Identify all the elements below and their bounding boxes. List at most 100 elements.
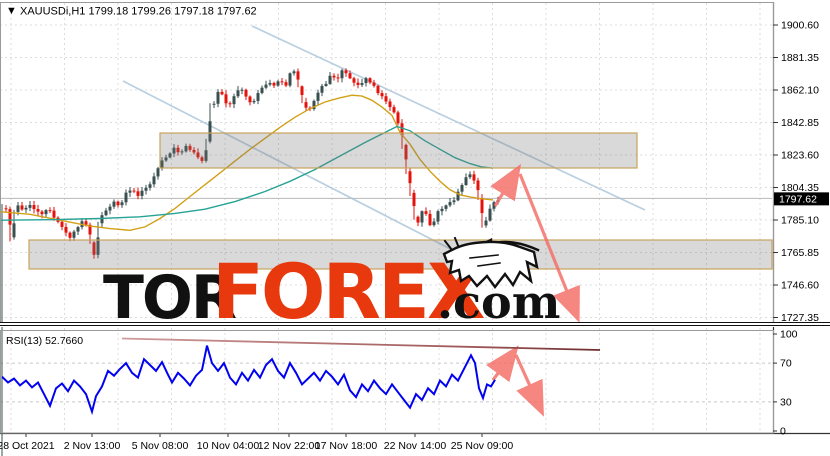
price-axis-label: 1785.10 <box>781 215 819 227</box>
candle <box>100 215 104 224</box>
rsi-down-arrow[interactable] <box>514 354 544 417</box>
candle <box>260 87 264 94</box>
candle <box>416 216 420 223</box>
time-axis-label: 28 Oct 2021 <box>0 440 55 452</box>
candle <box>328 75 332 84</box>
time-axis-label: 12 Nov 22:00 <box>258 440 321 452</box>
candle <box>184 145 188 152</box>
panel-divider[interactable] <box>0 322 830 327</box>
price-down-arrow[interactable] <box>518 173 580 323</box>
current-price-badge <box>774 192 829 206</box>
candle <box>292 71 296 74</box>
candle <box>268 82 272 85</box>
price-axis-label: 1746.60 <box>781 280 819 292</box>
watermark-forex: FOREX <box>212 247 485 336</box>
candle <box>160 160 164 169</box>
candle <box>132 190 136 192</box>
candle <box>216 91 220 104</box>
candle <box>232 96 236 105</box>
rsi-label: RSI(13) 52.7660 <box>6 335 83 347</box>
candle <box>92 242 96 255</box>
time-axis-label: 22 Nov 14:00 <box>384 440 447 452</box>
candle <box>480 197 484 214</box>
candle <box>368 78 372 83</box>
rsi-axis-label: 30 <box>780 396 792 408</box>
candle <box>344 70 348 74</box>
time-axis-label: 2 Nov 13:00 <box>64 440 121 452</box>
candle <box>36 209 40 212</box>
price-axis-label: 1881.35 <box>781 52 819 64</box>
candle <box>140 190 144 196</box>
upper-channel-line[interactable] <box>251 25 646 211</box>
candle <box>324 83 328 86</box>
candle <box>408 171 412 184</box>
candle <box>128 190 132 193</box>
lower-channel-line[interactable] <box>122 80 506 278</box>
candle <box>76 227 80 232</box>
candle <box>284 82 288 86</box>
candle <box>392 107 396 113</box>
candle <box>332 75 336 78</box>
rsi-axis-label: 70 <box>780 358 792 370</box>
candle <box>228 103 232 105</box>
candle <box>60 221 64 227</box>
candle <box>112 201 116 207</box>
price-axis-label: 1765.85 <box>781 247 819 259</box>
candle <box>104 210 108 216</box>
rsi-line <box>1 345 496 416</box>
candle <box>448 202 452 206</box>
resistance-zone[interactable] <box>159 132 638 169</box>
time-axis-label: 17 Nov 18:00 <box>315 440 378 452</box>
candle <box>400 123 404 136</box>
candle <box>68 232 72 238</box>
rsi-axis-label: 100 <box>780 329 798 341</box>
candle <box>312 100 316 110</box>
support-zone[interactable] <box>28 239 773 270</box>
candle <box>20 205 24 210</box>
candle <box>364 78 368 84</box>
candle <box>244 89 248 97</box>
price-up-arrow[interactable] <box>490 163 522 207</box>
candle <box>40 211 44 215</box>
candle <box>280 81 284 83</box>
candle <box>300 86 304 95</box>
candle <box>144 187 148 191</box>
candle <box>352 78 356 83</box>
gridlines <box>0 3 772 432</box>
candle <box>52 210 56 218</box>
rsi-axis-label: 0 <box>780 426 786 438</box>
candle <box>388 101 392 108</box>
candle <box>248 96 252 103</box>
price-axis-label: 1823.60 <box>781 150 819 162</box>
candle <box>412 192 416 206</box>
candle <box>484 220 488 226</box>
candle <box>356 82 360 85</box>
candle <box>220 91 224 95</box>
candle <box>16 205 20 212</box>
candle <box>136 191 140 196</box>
rsi-up-arrow[interactable] <box>486 345 519 383</box>
candle <box>376 85 380 94</box>
candle <box>8 209 12 225</box>
dropdown-icon[interactable]: ▼ <box>6 5 17 17</box>
candle <box>212 103 216 105</box>
candle <box>84 221 88 225</box>
candle <box>276 81 280 86</box>
candle <box>152 176 156 185</box>
support-resistance-zones <box>28 132 773 270</box>
torforex-watermark: TOR FOREX .com <box>103 236 560 336</box>
rsi-trendline[interactable] <box>121 337 601 351</box>
candle <box>72 231 76 238</box>
current-price-value: 1797.62 <box>779 193 817 205</box>
candle <box>156 168 160 177</box>
candle <box>396 112 400 124</box>
candle <box>172 147 176 154</box>
price-axis-label: 1842.85 <box>781 117 819 129</box>
candle <box>176 147 180 153</box>
candle <box>372 82 376 86</box>
price-axis-label: 1727.35 <box>781 312 819 324</box>
candle <box>224 94 228 104</box>
rsi-panel-border <box>0 330 774 434</box>
candle <box>204 150 208 161</box>
